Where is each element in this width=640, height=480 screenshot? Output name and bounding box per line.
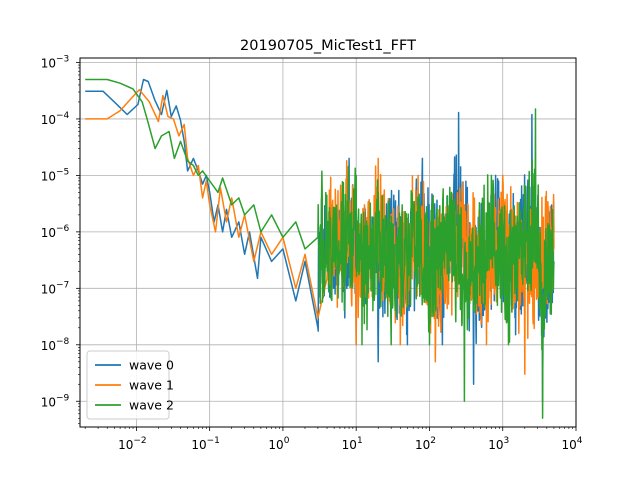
x-tick-label: 103	[488, 436, 509, 452]
axes-frame	[79, 57, 577, 428]
legend-box	[86, 350, 170, 420]
y-tick-label: 10−6	[41, 224, 70, 240]
legend-label: wave 1	[129, 378, 174, 393]
y-tick-label: 10−7	[41, 280, 70, 296]
y-tick-label: 10−4	[41, 111, 70, 127]
x-tick-label: 10−2	[118, 436, 147, 452]
y-tick-label: 10−9	[41, 393, 70, 409]
legend-label: wave 0	[129, 358, 174, 373]
series-lines	[85, 78, 555, 420]
y-tick-label: 10−5	[41, 167, 70, 183]
y-tick-label: 10−3	[41, 54, 70, 70]
x-tick-label: 10−1	[191, 436, 220, 452]
x-tick-label: 104	[561, 436, 582, 452]
legend: wave 0 wave 1 wave 2	[86, 350, 174, 420]
chart-title: 20190705_MicTest1_FFT	[240, 38, 416, 54]
x-tick-label: 102	[415, 436, 436, 452]
legend-label: wave 2	[129, 398, 174, 413]
axis-ticks: 10−2 10−1 100 101 102 103 104 10−9 10−8 10−7 10−6 1…	[41, 54, 583, 452]
y-tick-label: 10−8	[41, 337, 70, 353]
series-line-wave-2	[85, 78, 555, 420]
x-tick-label: 100	[268, 436, 289, 452]
x-tick-label: 101	[342, 436, 363, 452]
